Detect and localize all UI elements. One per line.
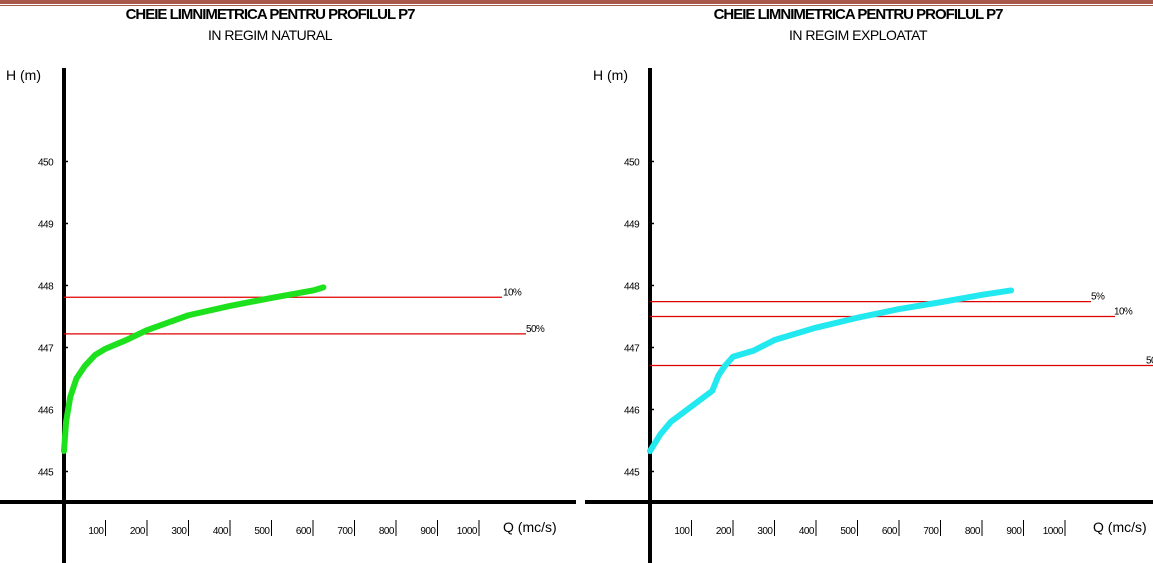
top-border-thick: [0, 0, 1153, 4]
y-tick-label: 448: [624, 282, 640, 293]
top-border-rule: [0, 0, 1153, 6]
y-tick-label: 447: [624, 344, 640, 355]
reference-line-label: 10%: [1114, 307, 1133, 318]
x-tick-label: 200: [130, 526, 146, 537]
y-tick-label: 449: [624, 220, 640, 231]
x-tick-label: 300: [757, 526, 773, 537]
rating-curve-series: [647, 287, 1015, 455]
x-tick-label: 700: [337, 526, 353, 537]
y-tick-label: 445: [624, 468, 640, 479]
y-tick-label: 447: [38, 344, 54, 355]
plot-area: 445 446 447 448 449 450 100 200 300 400 500 600 700 8…: [0, 68, 576, 563]
x-tick-label: 100: [88, 526, 104, 537]
plot-area: 445 446 447 448 449 450 100 200 300 400 500 600 700 8…: [585, 68, 1153, 563]
y-tick-label: 445: [38, 468, 54, 479]
y-tick-label: 450: [38, 158, 54, 169]
x-tick-label: 400: [799, 526, 815, 537]
x-tick-label: 900: [1006, 526, 1022, 537]
x-tick-label: 700: [923, 526, 939, 537]
chart-subtitle: IN REGIM NATURAL: [208, 27, 333, 43]
x-tick-label: 800: [379, 526, 395, 537]
rating-curve-chart-natural: CHEIE LIMNIMETRICA PENTRU PROFILUL P7 IN…: [0, 6, 576, 563]
y-tick-label: 446: [38, 406, 54, 417]
rating-curve-series: [61, 284, 327, 455]
x-tick-label: 800: [965, 526, 981, 537]
y-tick-label: 448: [38, 282, 54, 293]
x-tick-label: 1000: [1043, 526, 1064, 537]
x-tick-label: 600: [882, 526, 898, 537]
y-tick-label: 450: [624, 158, 640, 169]
rating-curve-chart-exploited: CHEIE LIMNIMETRICA PENTRU PROFILUL P7 IN…: [585, 6, 1153, 563]
x-tick-label: 500: [840, 526, 856, 537]
y-axis-label: H (m): [593, 67, 628, 83]
x-tick-label: 1000: [457, 526, 478, 537]
x-tick-label: 300: [171, 526, 187, 537]
y-tick-label: 446: [624, 406, 640, 417]
x-tick-label: 500: [254, 526, 270, 537]
chart-title: CHEIE LIMNIMETRICA PENTRU PROFILUL P7: [714, 6, 1004, 23]
top-border-thin: [0, 5, 1153, 6]
y-axis-label: H (m): [6, 67, 41, 83]
chart-subtitle: IN REGIM EXPLOATAT: [789, 27, 928, 43]
x-tick-label: 900: [420, 526, 436, 537]
x-tick-label: 400: [213, 526, 229, 537]
x-tick-label: 100: [674, 526, 690, 537]
reference-line-label: 10%: [503, 287, 522, 298]
reference-line-label: 5%: [1091, 292, 1105, 303]
x-tick-label: 600: [296, 526, 312, 537]
x-axis-label: Q (mc/s): [1093, 519, 1147, 535]
reference-line-label: 50%: [526, 324, 545, 335]
x-tick-label: 200: [716, 526, 732, 537]
x-axis-label: Q (mc/s): [503, 519, 557, 535]
chart-title: CHEIE LIMNIMETRICA PENTRU PROFILUL P7: [126, 6, 416, 23]
y-tick-label: 449: [38, 220, 54, 231]
reference-line-label: 50%: [1146, 355, 1153, 366]
